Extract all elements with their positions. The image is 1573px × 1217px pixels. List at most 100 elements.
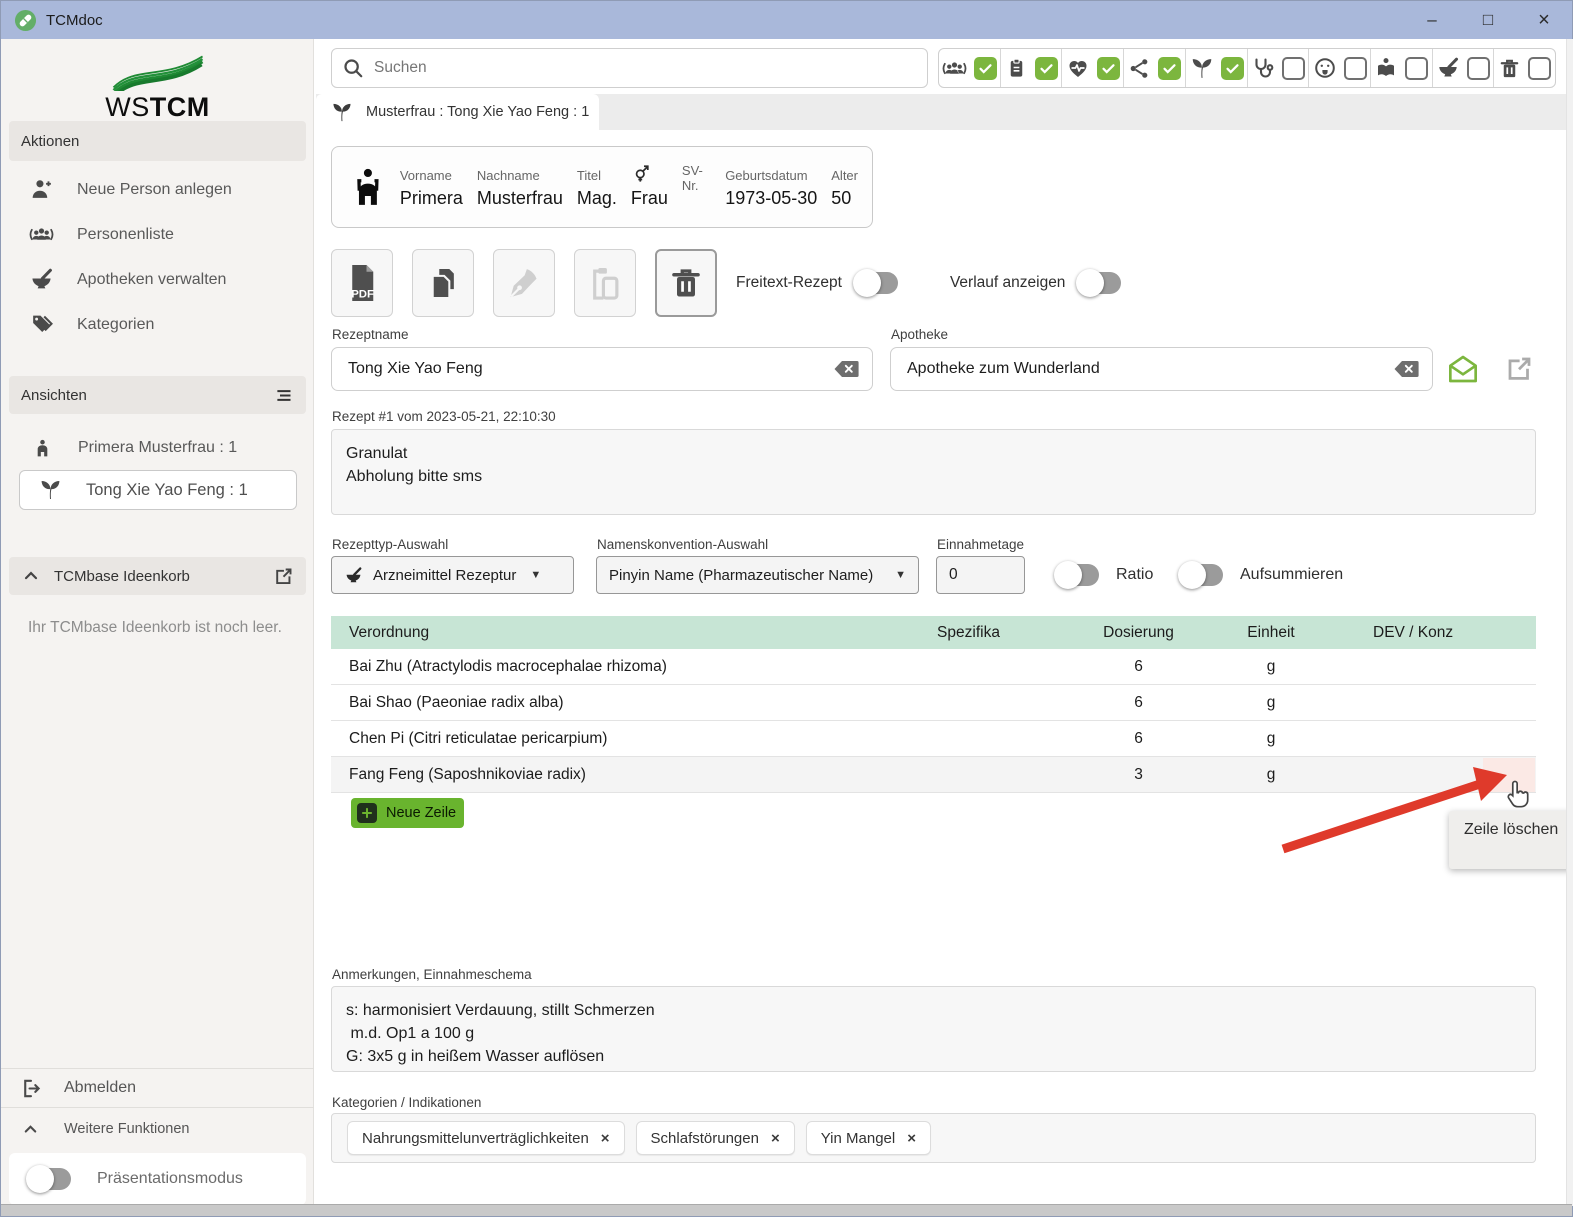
filter-vitals-checkbox[interactable] (1096, 56, 1120, 80)
filter-share (1124, 49, 1185, 87)
rezept-note-textarea[interactable]: Granulat Abholung bitte sms (332, 430, 1535, 514)
external-link-icon[interactable] (1504, 354, 1534, 384)
minimize-button[interactable]: – (1427, 10, 1437, 29)
einnahmetage-input[interactable] (949, 566, 1012, 584)
tab-strip: Musterfrau : Tong Xie Yao Feng : 1 (316, 94, 1566, 130)
ratio-toggle[interactable] (1054, 561, 1099, 589)
filter-diagnose (1248, 49, 1309, 87)
rezepttyp-dropdown[interactable]: Arzneimittel Rezeptur ▼ (331, 556, 574, 594)
send-mail-icon[interactable] (1447, 354, 1479, 384)
filter-rezepte (1186, 49, 1247, 87)
sidebar-view-person[interactable]: Primera Musterfrau : 1 (1, 429, 314, 467)
remove-tag-icon[interactable]: × (907, 1129, 916, 1147)
filter-persons-checkbox[interactable] (973, 56, 997, 80)
person-icon (357, 168, 379, 205)
reader-icon (1378, 58, 1395, 76)
sidebar-view-rezept[interactable]: Tong Xie Yao Feng : 1 (19, 470, 297, 510)
aktionen-header: Aktionen (9, 121, 306, 161)
logout-button[interactable]: Abmelden (1, 1069, 314, 1107)
tongue-face-icon (1314, 58, 1335, 78)
window-title: TCMdoc (46, 11, 103, 29)
sidebar-item-neue-person[interactable]: Neue Person anlegen (1, 167, 314, 212)
sidebar-item-apotheken[interactable]: Apotheken verwalten (1, 257, 314, 302)
copy-icon (431, 266, 456, 300)
sidebar-item-kategorien[interactable]: Kategorien (1, 302, 314, 347)
filter-zunge (1309, 49, 1370, 87)
remove-tag-icon[interactable]: × (600, 1129, 610, 1147)
titlebar: TCMdoc – □ × (1, 1, 1572, 39)
delete-row-button[interactable] (1483, 758, 1535, 792)
filter-diagnose-checkbox[interactable] (1281, 56, 1305, 80)
verlauf-toggle[interactable] (1076, 269, 1122, 297)
maximize-button[interactable]: □ (1482, 10, 1494, 29)
filter-apotheke-checkbox[interactable] (1466, 56, 1490, 80)
external-link-icon[interactable] (273, 566, 294, 587)
rezeptname-input[interactable] (348, 360, 832, 378)
share-icon (1130, 58, 1148, 78)
filter-persons (939, 49, 1000, 87)
kategorien-box: Nahrungsmittelunverträglichkeiten × Schl… (331, 1113, 1536, 1163)
anmerkungen-textarea[interactable]: s: harmonisiert Verdauung, stillt Schmer… (332, 987, 1535, 1071)
apotheke-field (890, 347, 1433, 391)
filter-anamnese (1001, 49, 1062, 87)
pdf-export-button[interactable]: PDF (331, 249, 393, 317)
filter-literatur-checkbox[interactable] (1405, 56, 1429, 80)
aufsummieren-toggle[interactable] (1178, 561, 1223, 589)
kategorie-tag: Schlafstörungen × (635, 1121, 795, 1155)
field-svnr: SV-Nr. (681, 163, 703, 193)
copy-rezept-button[interactable] (412, 249, 474, 317)
tab-label: Musterfrau : Tong Xie Yao Feng : 1 (366, 104, 590, 120)
plus-icon (357, 803, 377, 823)
scrollbar-track[interactable] (1566, 39, 1573, 1206)
table-row[interactable]: Chen Pi (Citri reticulatae pericarpium) … (331, 721, 1536, 757)
tags-icon (33, 315, 53, 332)
chevron-up-icon[interactable] (21, 566, 41, 586)
people-group-icon (29, 228, 54, 241)
freitext-toggle[interactable] (852, 269, 898, 297)
search-input[interactable] (374, 59, 917, 77)
paste-icon (593, 267, 619, 300)
rezept-header-label: Rezept #1 vom 2023-05-21, 22:10:30 (332, 409, 556, 424)
kategorie-tag: Yin Mangel × (805, 1121, 931, 1155)
weitere-funktionen-toggle[interactable]: Weitere Funktionen (1, 1109, 314, 1149)
filter-papierkorb (1494, 49, 1555, 87)
field-vorname: Vorname Primera (399, 167, 463, 208)
filter-zunge-checkbox[interactable] (1343, 56, 1367, 80)
filter-papierkorb-checkbox[interactable] (1528, 56, 1552, 80)
filter-anamnese-checkbox[interactable] (1034, 56, 1058, 80)
clear-apotheke-button[interactable] (1392, 359, 1420, 379)
add-row-button[interactable]: Neue Zeile (351, 798, 464, 828)
aufsummieren-label: Aufsummieren (1240, 566, 1344, 583)
filter-rezepte-checkbox[interactable] (1220, 56, 1244, 80)
anmerkungen-area: s: harmonisiert Verdauung, stillt Schmer… (331, 986, 1536, 1072)
view-options-icon[interactable] (273, 385, 294, 406)
delete-rezept-button[interactable] (655, 249, 717, 317)
sidebar-item-personenliste[interactable]: Personenliste (1, 212, 314, 257)
rezepttyp-label: Rezepttyp-Auswahl (332, 537, 449, 552)
clear-rezeptname-button[interactable] (832, 359, 860, 379)
filter-literatur (1371, 49, 1432, 87)
verlauf-label: Verlauf anzeigen (949, 274, 1066, 291)
remove-tag-icon[interactable]: × (770, 1129, 780, 1147)
rezept-toggles: Freitext-Rezept Verlauf anzeigen (736, 249, 1122, 317)
search-icon (344, 59, 363, 78)
chevron-down-icon: ▼ (530, 569, 542, 581)
apotheke-input[interactable] (907, 360, 1392, 378)
kategorie-tag: Nahrungsmittelunverträglichkeiten × (347, 1121, 625, 1155)
table-header-row: Verordnung Spezifika Dosierung Einheit D… (331, 616, 1536, 649)
gender-icon (635, 164, 649, 182)
logo-text: WSTCM (105, 92, 210, 122)
table-row[interactable]: Bai Zhu (Atractylodis macrocephalae rhiz… (331, 649, 1536, 685)
namenskonvention-dropdown[interactable]: Pinyin Name (Pharmazeutischer Name) ▼ (596, 556, 919, 594)
presentation-mode-toggle[interactable] (26, 1165, 71, 1193)
close-button[interactable]: × (1538, 8, 1550, 31)
trash-icon (1500, 59, 1519, 77)
edit-rezept-button[interactable] (493, 249, 555, 317)
tab-rezept[interactable]: Musterfrau : Tong Xie Yao Feng : 1 (316, 94, 599, 130)
presentation-mode-row: Präsentationsmodus (9, 1153, 306, 1205)
paste-button[interactable] (574, 249, 636, 317)
einnahmetage-field (936, 556, 1025, 594)
filter-share-checkbox[interactable] (1157, 56, 1181, 80)
